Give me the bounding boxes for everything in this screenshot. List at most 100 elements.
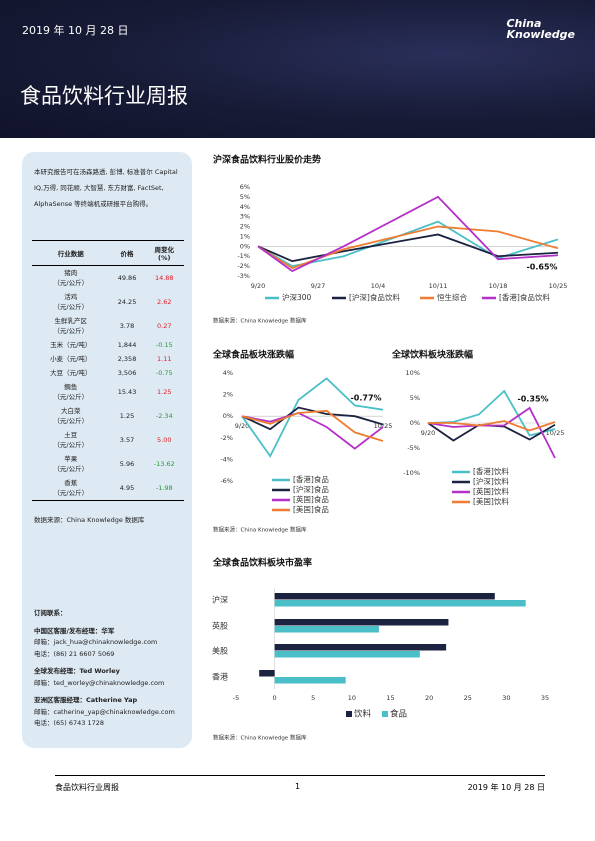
x-tick-label: 10/25 bbox=[549, 282, 568, 290]
legend-label: 饮料 bbox=[354, 709, 372, 720]
table-row: 活鸡 （元/公斤） 24.25 2.62 bbox=[32, 290, 184, 314]
bar bbox=[274, 644, 447, 651]
table-cell: 3.57 bbox=[119, 436, 135, 444]
footer: 食品饮料行业周报 1 2019 年 10 月 28 日 bbox=[55, 775, 545, 792]
logo: China Knowledge bbox=[506, 18, 575, 40]
table-row: 大白菜 （元/公斤） 1.25 -2.34 bbox=[32, 404, 184, 428]
x-tick-label: 10/18 bbox=[489, 282, 508, 290]
table-cell: 鲷鱼 （元/公斤） bbox=[53, 383, 89, 401]
table-cell: 2.62 bbox=[157, 298, 172, 306]
table-cell: 5.96 bbox=[119, 460, 135, 468]
table-cell: 14.88 bbox=[154, 274, 174, 282]
y-tick-label: -6% bbox=[220, 477, 233, 485]
table-cell: 3.78 bbox=[119, 322, 135, 330]
bar bbox=[274, 593, 495, 600]
series-line bbox=[241, 409, 384, 442]
table-cell: 活鸡 （元/公斤） bbox=[53, 293, 89, 311]
annotation: -0.77% bbox=[350, 394, 381, 403]
table-cell: 4.95 bbox=[109, 476, 145, 501]
bar bbox=[274, 651, 420, 658]
legend-swatch bbox=[382, 711, 388, 717]
table-cell: -0.15 bbox=[155, 341, 173, 349]
table-cell: 小麦（元/吨） bbox=[50, 355, 92, 363]
table-cell: 2,358 bbox=[117, 355, 137, 363]
source: 数据来源：China Knowledge 数据库 bbox=[34, 516, 145, 524]
legend-label: [英国]食品 bbox=[293, 494, 329, 504]
chart-source: 数据来源：China Knowledge 数据库 bbox=[213, 317, 307, 325]
x-tick-label: 20 bbox=[425, 694, 433, 702]
y-tick-label: -10% bbox=[403, 469, 420, 477]
y-tick-label: 美股 bbox=[212, 646, 228, 656]
legend-label: [沪深]食品 bbox=[293, 484, 329, 494]
series-line bbox=[257, 195, 559, 273]
legend-label: [英国]饮料 bbox=[473, 486, 509, 496]
logo-line: China bbox=[506, 17, 542, 30]
legend-label: 沪深300 bbox=[282, 292, 312, 302]
contact-line: 中国区客服/发布经理：华军 bbox=[34, 626, 115, 635]
y-tick-label: 0% bbox=[240, 242, 250, 250]
table-row: 玉米（元/吨） 1,844 -0.15 bbox=[32, 338, 184, 352]
chart-title: 全球饮料板块涨跌幅 bbox=[391, 349, 473, 361]
bar bbox=[274, 677, 346, 684]
series-line bbox=[241, 406, 384, 431]
table-cell: -13.62 bbox=[153, 460, 175, 468]
x-tick-label: 9/27 bbox=[311, 282, 326, 290]
y-tick-label: -3% bbox=[237, 272, 250, 280]
y-tick-label: 5% bbox=[410, 394, 420, 402]
y-tick-label: 0% bbox=[410, 419, 420, 427]
bar bbox=[274, 626, 379, 633]
intro: 本研究报告可在汤森路透, 彭博, 标准普尔 Capital IQ,万得, 同花顺… bbox=[34, 168, 178, 208]
x-tick-label: 30 bbox=[502, 694, 510, 702]
bar bbox=[274, 619, 449, 626]
legend-label: [美国]食品 bbox=[293, 504, 329, 514]
chart-source: 数据来源：China Knowledge 数据库 bbox=[213, 734, 307, 742]
x-tick-label: 10 bbox=[348, 694, 356, 702]
y-tick-label: 沪深 bbox=[212, 595, 228, 605]
y-tick-label: -2% bbox=[220, 434, 233, 442]
y-tick-label: 1% bbox=[240, 232, 250, 240]
table-cell: 5.00 bbox=[157, 436, 172, 444]
table-cell: -0.75 bbox=[155, 369, 173, 377]
table-row: 生鲜乳产区 （元/公斤） 3.78 0.27 bbox=[32, 314, 184, 338]
table-cell: 0.27 bbox=[157, 322, 172, 330]
y-tick-label: 英股 bbox=[212, 621, 228, 631]
legend-label: [香港]饮料 bbox=[473, 466, 509, 476]
table-cell: 大白菜 （元/公斤） bbox=[53, 407, 89, 425]
report-date: 2019 年 10 月 28 日 bbox=[22, 24, 129, 37]
table-row: 猪肉 （元/公斤） 49.86 14.88 bbox=[32, 266, 184, 291]
report-title: 食品饮料行业周报 bbox=[20, 84, 188, 108]
series-line bbox=[241, 377, 384, 458]
y-tick-label: 5% bbox=[240, 193, 250, 201]
table-cell: 香蕉 （元/公斤） bbox=[32, 476, 110, 501]
x-tick-label: 0 bbox=[273, 694, 277, 702]
table-cell: 1.25 bbox=[119, 412, 135, 420]
contact-line: 邮箱：ted_worley@chinaknowledge.com bbox=[34, 678, 165, 687]
header: 2019 年 10 月 28 日 China Knowledge 食品饮料行业周报 bbox=[0, 0, 595, 138]
series-line bbox=[241, 411, 384, 450]
legend-label: [沪深]饮料 bbox=[473, 476, 509, 486]
legend-swatch bbox=[346, 711, 352, 717]
legend-label: [沪深]食品饮料 bbox=[349, 292, 400, 302]
legend-label: 恒生综合 bbox=[437, 292, 467, 302]
x-tick-label: 9/20 bbox=[421, 429, 436, 437]
table-header-cell: 周变化 (%) bbox=[144, 240, 184, 266]
annotation: -0.35% bbox=[517, 395, 548, 404]
table-row: 大豆（元/吨） 3,506 -0.75 bbox=[32, 366, 184, 380]
contacts: 订阅联系： 中国区客服/发布经理：华军 邮箱：jack_hua@chinaknowl… bbox=[34, 602, 175, 730]
price-table: 行业数据 价格 周变化 (%) 猪肉 （元/公斤） 49.86 14.88 活鸡 （元/公斤… bbox=[32, 240, 184, 501]
contact-line: 全球发布经理：Ted Worley bbox=[34, 667, 120, 675]
bar bbox=[259, 670, 275, 677]
series-line bbox=[428, 420, 556, 432]
x-tick-label: 9/20 bbox=[251, 282, 266, 290]
table-row: 香蕉 （元/公斤） 4.95 -1.98 bbox=[32, 476, 184, 501]
legend-label: 食品 bbox=[390, 709, 407, 720]
table-row: 苹果 （元/公斤） 5.96 -13.62 bbox=[32, 452, 184, 476]
legend-label: [香港]食品 bbox=[293, 474, 329, 484]
y-tick-label: 4% bbox=[240, 203, 250, 211]
table-cell: 苹果 （元/公斤） bbox=[53, 455, 89, 473]
contact-line: 订阅联系： bbox=[34, 609, 67, 617]
table-cell: 15.43 bbox=[117, 388, 137, 396]
chart-title: 沪深食品饮料行业股价走势 bbox=[213, 154, 321, 166]
